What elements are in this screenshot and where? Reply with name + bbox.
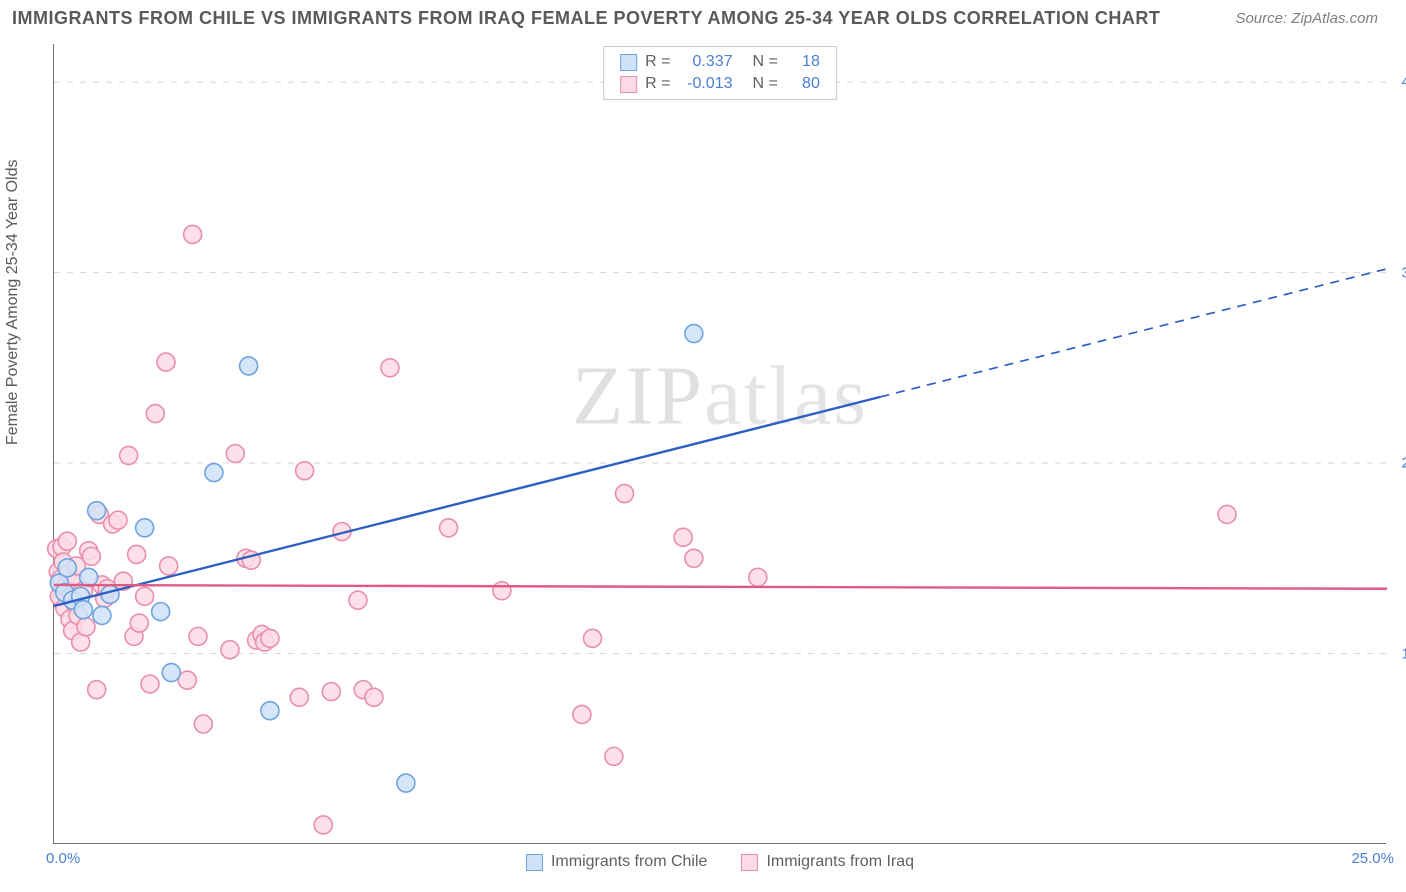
swatch-chile-icon [526,854,543,871]
r-label: R = [645,75,670,93]
plot-area: ZIPatlas R = 0.337 N = 18 R = -0.013 N =… [53,44,1386,844]
legend-item-chile: Immigrants from Chile [526,853,707,871]
r-value-chile: 0.337 [679,53,733,71]
source-label: Source: ZipAtlas.com [1235,10,1378,27]
plot-svg [54,44,1386,843]
n-value-chile: 18 [786,53,820,71]
n-label: N = [753,75,778,93]
swatch-iraq [620,76,637,93]
stats-legend: R = 0.337 N = 18 R = -0.013 N = 80 [603,46,837,100]
y-tick: 40.0% [1401,74,1406,91]
stats-row-iraq: R = -0.013 N = 80 [620,73,820,95]
legend-label-chile: Immigrants from Chile [551,853,707,871]
r-value-iraq: -0.013 [679,75,733,93]
x-tick-min: 0.0% [46,850,80,867]
y-tick: 30.0% [1401,264,1406,281]
x-tick-max: 25.0% [1351,850,1394,867]
y-tick: 20.0% [1401,455,1406,472]
y-axis-label: Female Poverty Among 25-34 Year Olds [4,160,22,446]
chart-title: IMMIGRANTS FROM CHILE VS IMMIGRANTS FROM… [12,8,1160,29]
legend-label-iraq: Immigrants from Iraq [766,853,914,871]
swatch-iraq-icon [741,854,758,871]
r-label: R = [645,53,670,71]
n-label: N = [753,53,778,71]
stats-row-chile: R = 0.337 N = 18 [620,51,820,73]
y-tick: 10.0% [1401,645,1406,662]
n-value-iraq: 80 [786,75,820,93]
series-legend: Immigrants from Chile Immigrants from Ir… [526,853,914,871]
legend-item-iraq: Immigrants from Iraq [741,853,914,871]
swatch-chile [620,54,637,71]
